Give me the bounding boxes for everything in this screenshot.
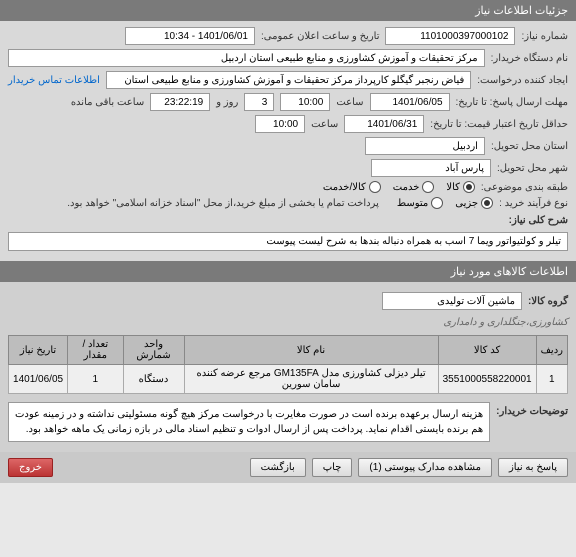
section-header-goods: اطلاعات کالاهای مورد نیاز (0, 261, 576, 282)
label-creator: ایجاد کننده درخواست: (477, 75, 568, 86)
label-need-desc: شرح کلی نیاز: (509, 215, 568, 226)
table-header: نام کالا (184, 336, 438, 365)
label-pub-date: تاریخ و ساعت اعلان عمومی: (261, 31, 380, 42)
radio-service[interactable]: خدمت (393, 181, 435, 193)
value-need-desc: تیلر و کولتیواتور ویما 7 اسب به همراه دن… (8, 232, 568, 251)
value-buyer-org: مرکز تحقیقات و آموزش کشاورزی و منابع طبی… (8, 49, 485, 67)
table-header: واحد شمارش (123, 336, 184, 365)
value-pub-date: 1401/06/01 - 10:34 (125, 27, 255, 45)
value-deadline-date: 1401/06/05 (370, 93, 450, 111)
label-city: شهر محل تحویل: (497, 163, 568, 174)
value-goods-group: ماشین آلات تولیدی (382, 292, 522, 310)
value-deadline-time: 10:00 (280, 93, 330, 111)
table-row: 13551000558220001تیلر دیزلی کشاورزی مدل … (9, 365, 568, 394)
btn-exit[interactable]: خروج (8, 458, 53, 477)
value-city: پارس آباد (371, 159, 491, 177)
link-buyer-contact[interactable]: اطلاعات تماس خریدار (8, 75, 100, 86)
btn-print[interactable]: چاپ (312, 458, 353, 477)
btn-reply[interactable]: پاسخ به نیاز (498, 458, 568, 477)
value-req-number: 1101000397000102 (385, 27, 515, 45)
label-buyer-org: نام دستگاه خریدار: (491, 53, 568, 64)
breadcrumb-category: کشاورزی،جنگلداری و دامداری (8, 314, 568, 331)
value-price-validity-date: 1401/06/31 (344, 115, 424, 133)
label-buyer-notes: توضیحات خریدار: (496, 402, 568, 417)
label-days: روز و (216, 97, 238, 108)
value-buyer-notes: هزینه ارسال برعهده برنده است در صورت مغا… (8, 402, 490, 442)
value-province: اردبیل (365, 137, 485, 155)
label-price-validity: حداقل تاریخ اعتبار قیمت: تا تاریخ: (430, 119, 568, 130)
radio-group-subject: کالا خدمت کالا/خدمت (323, 181, 475, 193)
label-purchase-type: نوع فرآیند خرید : (499, 198, 568, 209)
label-subject-class: طبقه بندی موضوعی: (481, 182, 568, 193)
label-deadline-time: ساعت (336, 97, 363, 108)
table-header: تعداد / مقدار (68, 336, 123, 365)
radio-goods-service[interactable]: کالا/خدمت (323, 181, 381, 193)
label-deadline: مهلت ارسال پاسخ: تا تاریخ: (456, 97, 568, 108)
radio-group-purchase: جزیی متوسط (397, 197, 493, 209)
table-header: کد کالا (438, 336, 536, 365)
value-price-validity-time: 10:00 (255, 115, 305, 133)
radio-minor[interactable]: جزیی (455, 197, 493, 209)
table-header: ردیف (536, 336, 567, 365)
button-bar: پاسخ به نیاز مشاهده مدارک پیوستی (1) چاپ… (0, 452, 576, 483)
value-remain: 23:22:19 (150, 93, 210, 111)
radio-medium[interactable]: متوسط (397, 197, 443, 209)
table-header: تاریخ نیاز (9, 336, 68, 365)
label-payment-note: پرداخت تمام یا بخشی از مبلغ خرید،از محل … (67, 198, 379, 209)
section-header-details: جزئیات اطلاعات نیاز (0, 0, 576, 21)
btn-attachments[interactable]: مشاهده مدارک پیوستی (1) (358, 458, 492, 477)
label-province: استان محل تحویل: (491, 141, 568, 152)
value-creator: فیاض رنجبر گیگلو کارپرداز مرکز تحقیقات و… (106, 71, 471, 89)
label-remain: ساعت باقی مانده (71, 97, 144, 108)
label-goods-group: گروه کالا: (528, 296, 568, 307)
radio-goods[interactable]: کالا (446, 181, 475, 193)
label-req-number: شماره نیاز: (521, 31, 568, 42)
label-price-validity-time: ساعت (311, 119, 338, 130)
btn-back[interactable]: بازگشت (250, 458, 306, 477)
goods-table: ردیفکد کالانام کالاواحد شمارشتعداد / مقد… (8, 335, 568, 394)
value-days: 3 (244, 93, 274, 111)
